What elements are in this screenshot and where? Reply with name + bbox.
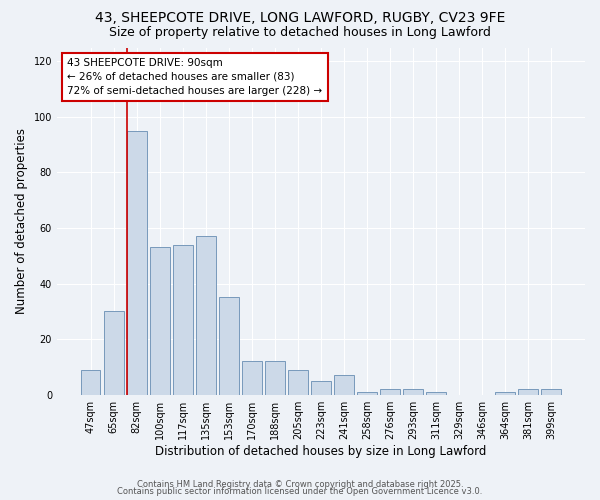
Bar <box>173 244 193 394</box>
Bar <box>150 248 170 394</box>
Bar <box>127 131 146 394</box>
Bar <box>496 392 515 394</box>
Text: Contains HM Land Registry data © Crown copyright and database right 2025.: Contains HM Land Registry data © Crown c… <box>137 480 463 489</box>
Bar <box>81 370 100 394</box>
Text: Contains public sector information licensed under the Open Government Licence v3: Contains public sector information licen… <box>118 487 482 496</box>
Text: Size of property relative to detached houses in Long Lawford: Size of property relative to detached ho… <box>109 26 491 39</box>
Text: 43, SHEEPCOTE DRIVE, LONG LAWFORD, RUGBY, CV23 9FE: 43, SHEEPCOTE DRIVE, LONG LAWFORD, RUGBY… <box>95 11 505 25</box>
X-axis label: Distribution of detached houses by size in Long Lawford: Distribution of detached houses by size … <box>155 444 487 458</box>
Bar <box>104 312 124 394</box>
Bar <box>311 381 331 394</box>
Bar <box>541 389 561 394</box>
Bar <box>334 376 354 394</box>
Bar <box>380 389 400 394</box>
Bar <box>426 392 446 394</box>
Text: 43 SHEEPCOTE DRIVE: 90sqm
← 26% of detached houses are smaller (83)
72% of semi-: 43 SHEEPCOTE DRIVE: 90sqm ← 26% of detac… <box>67 58 323 96</box>
Bar <box>265 362 284 394</box>
Bar <box>242 362 262 394</box>
Bar <box>357 392 377 394</box>
Bar <box>196 236 215 394</box>
Bar <box>518 389 538 394</box>
Bar <box>288 370 308 394</box>
Bar <box>403 389 423 394</box>
Y-axis label: Number of detached properties: Number of detached properties <box>15 128 28 314</box>
Bar <box>219 298 239 394</box>
